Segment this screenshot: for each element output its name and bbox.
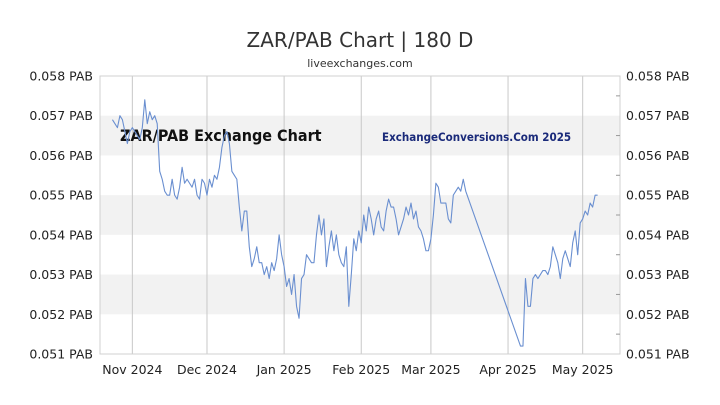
x-tick-label: Apr 2025 xyxy=(479,362,536,377)
plot-band xyxy=(100,195,620,235)
y-tick-label-left: 0.057 PAB xyxy=(29,108,93,123)
y-tick-label-left: 0.052 PAB xyxy=(29,307,93,322)
x-tick-label: May 2025 xyxy=(552,362,614,377)
y-tick-label-right: 0.051 PAB xyxy=(626,347,690,362)
watermark-left: ZAR/PAB Exchange Chart xyxy=(120,126,322,145)
watermark-right: ExchangeConversions.Com 2025 xyxy=(382,130,571,144)
chart-subtitle: liveexchanges.com xyxy=(307,57,412,70)
series-line xyxy=(111,99,598,347)
y-tick-label-right: 0.057 PAB xyxy=(626,108,690,123)
y-tick-label-right: 0.052 PAB xyxy=(626,307,690,322)
x-tick-label: Nov 2024 xyxy=(102,362,162,377)
y-tick-label-left: 0.051 PAB xyxy=(29,347,93,362)
y-tick-label-left: 0.053 PAB xyxy=(29,267,93,282)
plot-band xyxy=(100,115,620,156)
y-tick-label-right: 0.055 PAB xyxy=(626,188,690,203)
y-tick-label-left: 0.058 PAB xyxy=(29,69,93,84)
plot-bands xyxy=(100,115,620,315)
x-axis: Nov 2024 Dec 2024 Jan 2025 Feb 2025 Mar 2025… xyxy=(102,362,613,377)
x-tick-label: Dec 2024 xyxy=(177,362,237,377)
y-axis-left: 0.058 PAB 0.057 PAB 0.056 PAB 0.055 PAB 0.05… xyxy=(29,69,93,362)
y-axis-right: 0.058 PAB 0.057 PAB 0.056 PAB 0.055 PAB 0.05… xyxy=(616,69,690,362)
y-tick-label-right: 0.053 PAB xyxy=(626,267,690,282)
y-tick-label-right: 0.056 PAB xyxy=(626,148,690,163)
chart-title: ZAR/PAB Chart | 180 D xyxy=(247,28,474,52)
y-tick-label-left: 0.056 PAB xyxy=(29,148,93,163)
x-tick-label: Mar 2025 xyxy=(401,362,460,377)
y-tick-label-left: 0.054 PAB xyxy=(29,227,93,242)
y-tick-label-right: 0.054 PAB xyxy=(626,227,690,242)
plot-band xyxy=(100,274,620,315)
x-tick-label: Jan 2025 xyxy=(256,362,312,377)
y-tick-label-left: 0.055 PAB xyxy=(29,188,93,203)
y-tick-label-right: 0.058 PAB xyxy=(626,69,690,84)
x-tick-label: Feb 2025 xyxy=(332,362,390,377)
vertical-gridlines xyxy=(131,76,584,354)
